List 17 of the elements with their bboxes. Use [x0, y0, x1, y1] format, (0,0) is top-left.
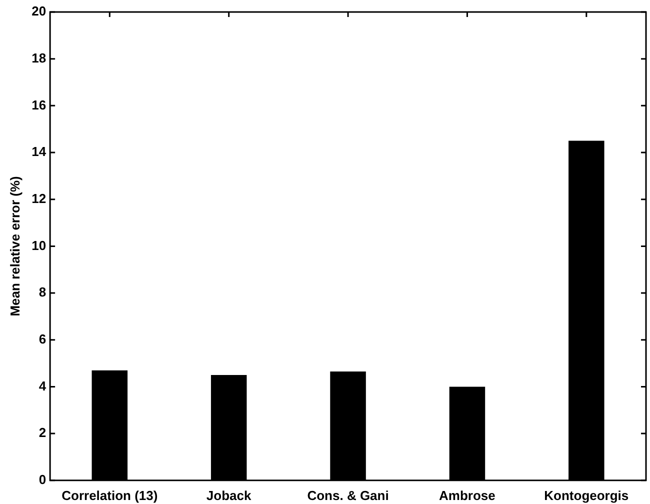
x-tick-label: Cons. & Gani — [307, 488, 389, 503]
y-tick-label: 6 — [38, 331, 46, 346]
y-tick-label: 8 — [38, 284, 46, 300]
y-tick-label: 4 — [38, 378, 47, 394]
y-tick-label: 10 — [32, 238, 46, 253]
y-tick-label: 18 — [32, 50, 46, 66]
y-tick-label: 14 — [32, 144, 47, 160]
x-tick-label: Kontogeorgis — [544, 488, 629, 503]
x-tick-label: Correlation (13) — [62, 488, 158, 503]
x-tick-label: Joback — [206, 488, 252, 503]
x-tick-label: Ambrose — [439, 488, 496, 503]
y-tick-label: 2 — [38, 425, 46, 440]
y-tick-label: 16 — [32, 97, 46, 112]
y-tick-label: 12 — [32, 190, 46, 206]
y-axis-title: Mean relative error (%) — [7, 176, 22, 316]
y-tick-label: 0 — [38, 472, 46, 487]
y-tick-label: 20 — [32, 4, 46, 19]
